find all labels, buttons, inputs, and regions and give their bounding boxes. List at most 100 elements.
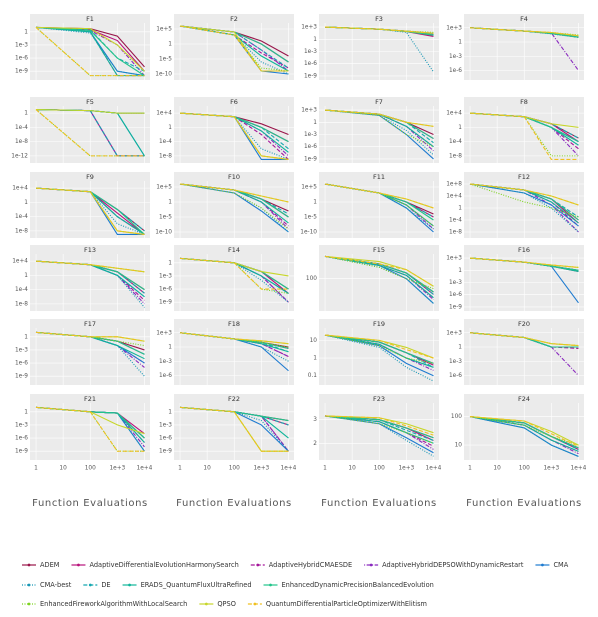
legend-marker bbox=[541, 563, 544, 567]
legend-marker bbox=[369, 563, 373, 567]
y-tick-label: 1e-5 bbox=[159, 57, 172, 63]
y-tick-label: 1e-6 bbox=[159, 373, 172, 379]
x-axis-label: Function Evaluations bbox=[32, 498, 148, 509]
series-line bbox=[324, 255, 434, 287]
y-tick-label: 1 bbox=[168, 125, 172, 131]
panel-title: F1 bbox=[86, 15, 94, 23]
y-tick-label: 1e-8 bbox=[15, 301, 28, 307]
x-axis-label: Function Evaluations bbox=[176, 498, 292, 509]
series-line bbox=[35, 109, 145, 157]
panel-title: F23 bbox=[373, 395, 385, 403]
y-tick-label: 1 bbox=[458, 125, 462, 131]
series-line bbox=[35, 187, 145, 235]
x-tick-label: 1e+3 bbox=[253, 466, 269, 472]
y-tick-label: 1 bbox=[458, 206, 462, 212]
legend-marker bbox=[253, 602, 257, 606]
series-line bbox=[469, 112, 579, 160]
y-tick-label: 1e-3 bbox=[304, 132, 317, 138]
x-tick-label: 1e+4 bbox=[137, 466, 153, 472]
series-line bbox=[35, 109, 145, 114]
y-tick-label: 1 bbox=[24, 273, 28, 279]
y-tick-label: 0.1 bbox=[308, 373, 318, 379]
series-line bbox=[179, 112, 289, 160]
y-tick-label: 1e+4 bbox=[156, 111, 172, 117]
panel-title: F17 bbox=[84, 320, 96, 328]
y-tick-label: 1e+5 bbox=[156, 27, 172, 33]
series-line bbox=[469, 183, 579, 206]
series-line bbox=[324, 26, 434, 34]
legend-label: DE bbox=[101, 581, 110, 589]
series-line bbox=[179, 406, 289, 452]
legend-marker bbox=[128, 583, 131, 587]
legend-label: CMA bbox=[553, 561, 568, 569]
panel-title: F10 bbox=[228, 173, 240, 181]
y-tick-label: 1 bbox=[458, 268, 462, 274]
y-tick-label: 1e+8 bbox=[446, 182, 462, 188]
x-tick-label: 100 bbox=[374, 466, 385, 472]
series-line bbox=[35, 26, 145, 77]
y-tick-label: 1 bbox=[168, 200, 172, 206]
y-tick-label: 1e-4 bbox=[449, 139, 462, 145]
y-tick-label: 1 bbox=[313, 200, 317, 206]
series-line bbox=[179, 406, 289, 452]
series-line bbox=[469, 183, 579, 233]
series-line bbox=[35, 26, 145, 77]
panel-title: F13 bbox=[84, 246, 96, 254]
y-tick-label: 1 bbox=[24, 200, 28, 206]
series-line bbox=[179, 183, 289, 233]
legend-marker bbox=[256, 563, 260, 567]
y-tick-label: 1e-10 bbox=[155, 72, 172, 78]
y-tick-label: 10 bbox=[310, 338, 318, 344]
legend-label: AdaptiveHybridCMAESDE bbox=[269, 561, 352, 569]
y-tick-label: 1e-3 bbox=[449, 280, 462, 286]
y-tick-label: 1e-10 bbox=[300, 230, 317, 236]
y-tick-label: 3 bbox=[313, 417, 317, 423]
y-tick-label: 1e-4 bbox=[449, 218, 462, 224]
y-tick-label: 1e-3 bbox=[15, 42, 28, 48]
x-tick-label: 1e+3 bbox=[398, 466, 414, 472]
y-tick-label: 1e+4 bbox=[446, 194, 462, 200]
series-line bbox=[324, 334, 434, 368]
y-tick-label: 1e-12 bbox=[11, 153, 28, 159]
series-line bbox=[35, 331, 145, 377]
panel-title: F24 bbox=[518, 395, 530, 403]
panel-title: F12 bbox=[518, 173, 530, 181]
y-tick-label: 1e+3 bbox=[446, 25, 462, 31]
panel-title: F22 bbox=[228, 395, 240, 403]
y-tick-label: 1e+4 bbox=[446, 111, 462, 117]
legend-marker bbox=[269, 583, 272, 587]
series-line bbox=[324, 415, 434, 439]
y-tick-label: 1 bbox=[168, 42, 172, 48]
x-tick-label: 10 bbox=[203, 466, 211, 472]
y-tick-label: 1e+3 bbox=[446, 330, 462, 336]
y-tick-label: 1e-3 bbox=[159, 359, 172, 365]
y-tick-label: 1 bbox=[313, 120, 317, 126]
series-line bbox=[179, 257, 289, 303]
y-tick-label: 1e-9 bbox=[449, 304, 462, 310]
y-tick-label: 1 bbox=[458, 345, 462, 351]
series-line bbox=[35, 26, 145, 77]
x-tick-label: 10 bbox=[59, 466, 67, 472]
y-tick-label: 1e-6 bbox=[15, 436, 28, 442]
y-tick-label: 1e-8 bbox=[15, 139, 28, 145]
panel-title: F20 bbox=[518, 320, 530, 328]
y-tick-label: 1e-4 bbox=[15, 125, 28, 131]
y-tick-label: 1e+3 bbox=[301, 25, 317, 31]
x-tick-label: 100 bbox=[85, 466, 96, 472]
panel-title: F19 bbox=[373, 320, 385, 328]
series-line bbox=[324, 109, 434, 127]
series-line bbox=[324, 415, 434, 454]
series-line bbox=[179, 112, 289, 160]
y-tick-label: 1e-3 bbox=[159, 422, 172, 428]
series-line bbox=[35, 109, 145, 157]
legend-marker bbox=[27, 602, 31, 606]
panel-title: F21 bbox=[84, 395, 96, 403]
legend-label: ADEM bbox=[40, 561, 60, 569]
series-line bbox=[324, 183, 434, 209]
x-axis-label: Function Evaluations bbox=[321, 498, 437, 509]
panel-title: F9 bbox=[86, 173, 94, 181]
x-tick-label: 1 bbox=[178, 466, 182, 472]
legend-label: AdaptiveHybridDEPSOWithDynamicRestart bbox=[382, 561, 524, 569]
y-tick-label: 1e-3 bbox=[449, 359, 462, 365]
panel-title: F14 bbox=[228, 246, 240, 254]
